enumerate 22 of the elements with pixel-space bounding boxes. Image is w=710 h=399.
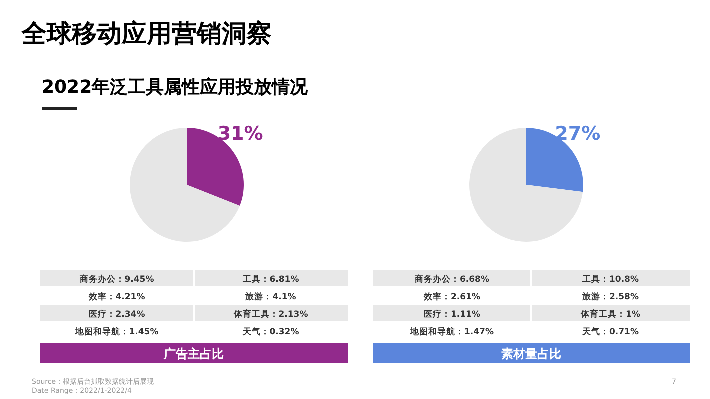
text: 医疗：1.11% [424, 309, 481, 320]
text: 商务办公：9.45% [78, 274, 155, 285]
text: 商务办公：6.68% [414, 274, 490, 285]
text: 天气：0.71% [582, 326, 640, 338]
text: 旅游：2.58% [582, 292, 640, 302]
text: 地图和导航：1.47% [410, 326, 494, 338]
data-label: 27% [555, 123, 601, 145]
text: 素材量占比 [502, 347, 562, 361]
text: 体育工具：1% [580, 308, 641, 320]
chart-title: 全球移动应用营销洞察 [21, 19, 272, 48]
chart-subtitle: 2022年泛工具属性应用投放情况 [42, 77, 310, 98]
text: 天气：0.32% [242, 326, 300, 338]
text: 医疗：2.34% [88, 309, 146, 320]
text: 效率：4.21% [88, 292, 146, 302]
text: 工具：6.81% [242, 274, 300, 285]
text: 体育工具：2.13% [232, 308, 309, 320]
text: 广告主占比 [163, 347, 224, 361]
text: 地图和导航：1.45% [74, 326, 160, 338]
text: 效率：2.61% [423, 292, 481, 302]
text: 旅游：4.1% [244, 292, 297, 302]
text: 工具：10.8% [582, 274, 640, 285]
data-label: 31% [218, 123, 264, 145]
